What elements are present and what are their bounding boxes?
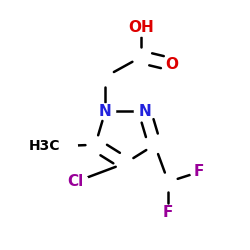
Ellipse shape — [129, 19, 153, 36]
Text: H3C: H3C — [29, 139, 61, 153]
Ellipse shape — [190, 166, 208, 178]
Ellipse shape — [162, 58, 182, 71]
Text: OH: OH — [128, 20, 154, 35]
Text: N: N — [99, 104, 112, 119]
Ellipse shape — [62, 172, 89, 191]
Text: F: F — [163, 205, 173, 220]
Text: O: O — [166, 57, 178, 72]
Ellipse shape — [44, 134, 77, 158]
Text: N: N — [138, 104, 151, 119]
Ellipse shape — [160, 206, 177, 219]
Text: Cl: Cl — [68, 174, 84, 189]
Ellipse shape — [134, 104, 155, 119]
Ellipse shape — [95, 104, 116, 119]
Text: F: F — [194, 164, 204, 180]
